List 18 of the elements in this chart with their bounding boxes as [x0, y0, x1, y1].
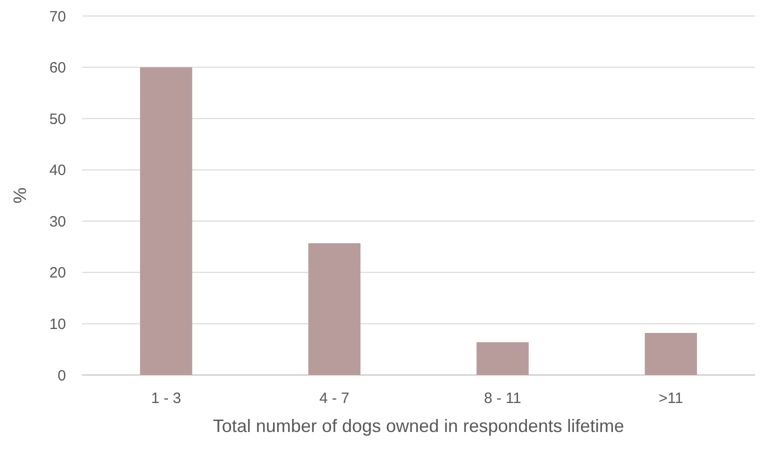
y-tick-label: 50 [49, 110, 66, 128]
bar [140, 67, 192, 375]
x-tick-label: >11 [658, 390, 684, 407]
y-tick-label: 0 [58, 367, 66, 384]
y-tick-label: 70 [49, 8, 66, 26]
x-tick-label: 8 - 11 [484, 390, 522, 407]
y-axis-title: % [10, 187, 30, 204]
bar [476, 342, 529, 375]
y-tick-label: 40 [49, 162, 66, 180]
y-tick-label: 20 [49, 264, 66, 282]
bar [644, 332, 697, 375]
bar [308, 243, 360, 375]
x-tick-label: 1 - 3 [151, 390, 182, 407]
y-tick-label: 60 [49, 60, 66, 77]
x-tick-label: 4 - 7 [319, 390, 350, 407]
y-tick-label: 30 [49, 213, 66, 230]
x-axis-title: Total number of dogs owned in respondents lifetime [212, 416, 624, 436]
y-tick-label: 10 [49, 316, 66, 333]
